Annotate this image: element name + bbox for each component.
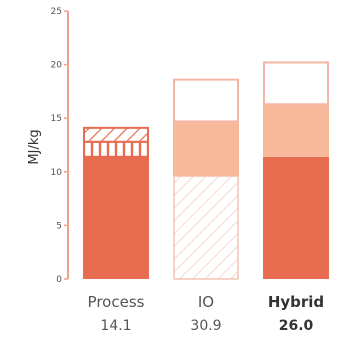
bar-segment bbox=[83, 140, 149, 158]
bar-segment bbox=[263, 104, 329, 157]
y-tick-label: 5 bbox=[56, 221, 62, 231]
bar-segment bbox=[83, 126, 149, 143]
y-axis: 0 5 10 15 20 25 bbox=[51, 7, 69, 285]
y-tick-label: 10 bbox=[51, 168, 63, 178]
category-label: Process bbox=[88, 293, 145, 311]
bars bbox=[83, 61, 329, 280]
total-value-label: 14.1 bbox=[100, 318, 131, 334]
y-tick-label: 25 bbox=[51, 7, 62, 17]
y-axis-label: MJ/kg bbox=[27, 129, 42, 164]
category-labels: Process 14.1 IO 30.9 Hybrid 26.0 bbox=[88, 293, 325, 334]
bar-segment bbox=[173, 121, 239, 177]
bar-hybrid bbox=[263, 61, 329, 279]
bar-segment bbox=[263, 61, 329, 106]
category-label: IO bbox=[198, 293, 214, 311]
total-value-label: 30.9 bbox=[190, 318, 221, 334]
bar-io bbox=[173, 78, 239, 280]
y-tick-label: 15 bbox=[51, 114, 62, 124]
total-value-label: 26.0 bbox=[279, 318, 314, 334]
bar-segment bbox=[173, 175, 239, 280]
y-tick-label: 20 bbox=[51, 61, 63, 71]
category-label: Hybrid bbox=[268, 293, 324, 311]
y-tick-label: 0 bbox=[56, 275, 62, 285]
bar-segment bbox=[173, 78, 239, 123]
bar-segment bbox=[83, 156, 149, 279]
bar-segment bbox=[263, 156, 329, 279]
bar-process bbox=[83, 126, 149, 279]
